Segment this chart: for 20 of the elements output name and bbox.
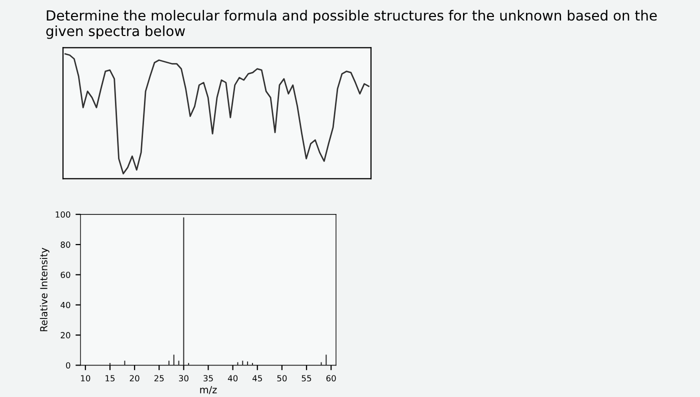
- x-tick-label: 35: [204, 375, 213, 382]
- x-axis-title: m/z: [200, 386, 217, 394]
- y-tick-label: 80: [60, 242, 70, 248]
- x-tick-label: 30: [179, 375, 188, 382]
- x-tick-label: 15: [106, 375, 115, 382]
- x-tick-label: 45: [252, 375, 262, 382]
- x-tick-label: 40: [228, 375, 238, 382]
- y-axis-title: Relative Intensity: [40, 248, 50, 332]
- y-tick-label: 100: [56, 211, 70, 218]
- x-tick-label: 50: [277, 375, 287, 382]
- x-tick-label: 55: [302, 375, 312, 382]
- y-tick-label: 20: [60, 332, 70, 338]
- x-tick-label: 20: [130, 375, 140, 382]
- y-tick-label: 60: [60, 272, 70, 278]
- y-tick-label: 0: [66, 362, 70, 369]
- x-tick-label: 60: [326, 375, 336, 382]
- x-tick-label: 10: [81, 375, 90, 382]
- y-tick-label: 40: [60, 302, 70, 308]
- chart-title: Determine the molecular formula and possible structures for the unknown based on the given spectra below: [46, 10, 657, 39]
- x-tick-label: 25: [154, 375, 164, 382]
